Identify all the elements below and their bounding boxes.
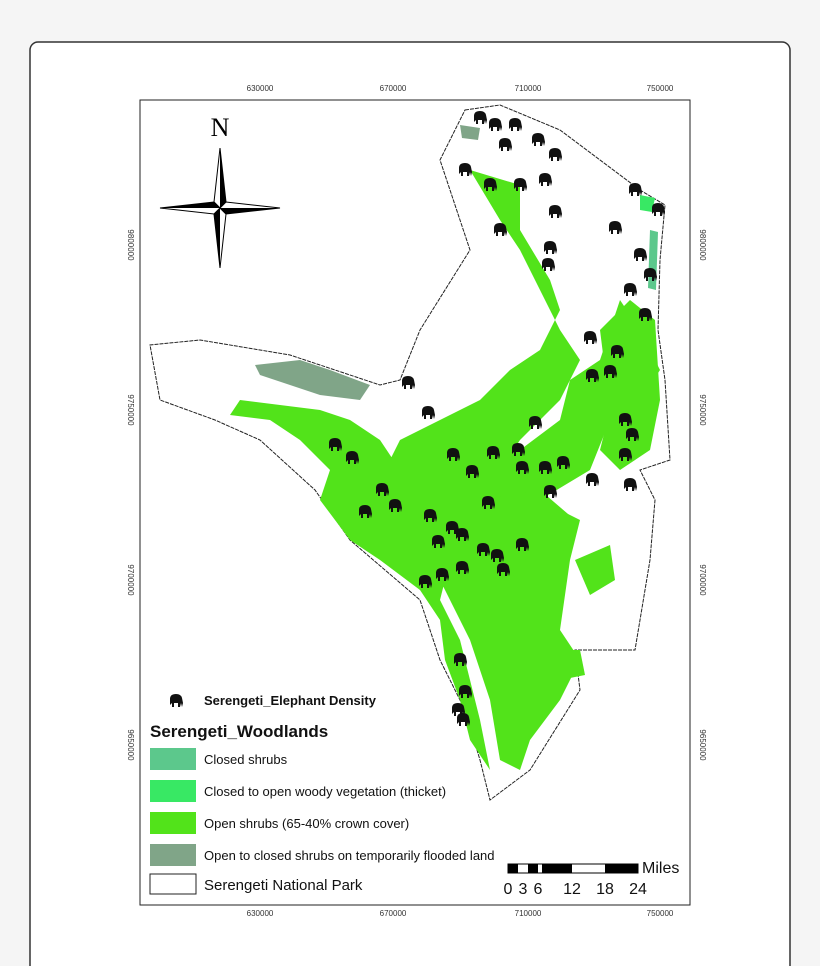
legend-swatch — [150, 780, 196, 802]
x-tick-label: 670000 — [380, 909, 407, 918]
open-shrubs-region — [600, 300, 660, 470]
y-tick-label: 9650000 — [698, 729, 707, 761]
scale-label: 12 — [563, 881, 581, 898]
scale-bar — [507, 863, 639, 874]
x-tick-label: 750000 — [647, 909, 674, 918]
open-shrubs-region — [575, 545, 615, 595]
compass-label: N — [211, 113, 230, 142]
y-tick-label: 9800000 — [126, 229, 135, 261]
legend-title: Serengeti_Woodlands — [150, 722, 328, 741]
scale-label: 3 — [519, 881, 528, 898]
y-tick-label: 9700000 — [698, 564, 707, 596]
y-tick-label: 9800000 — [698, 229, 707, 261]
flooded-shrubs-region — [460, 125, 480, 140]
y-tick-label: 9650000 — [126, 729, 135, 761]
scale-label: 18 — [596, 881, 614, 898]
y-tick-label: 9750000 — [698, 394, 707, 426]
legend-swatch — [150, 812, 196, 834]
legend-label: Closed shrubs — [204, 752, 288, 767]
y-tick-label: 9700000 — [126, 564, 135, 596]
x-tick-label: 630000 — [247, 84, 274, 93]
legend-swatch — [150, 844, 196, 866]
legend-label: Open shrubs (65-40% crown cover) — [204, 816, 409, 831]
y-tick-label: 9750000 — [126, 394, 135, 426]
scale-label: 0 — [504, 881, 513, 898]
legend-swatch — [150, 748, 196, 770]
x-tick-label: 750000 — [647, 84, 674, 93]
boundary-swatch — [149, 873, 197, 895]
boundary-label: Serengeti National Park — [204, 877, 363, 894]
flooded-shrubs-region — [255, 360, 370, 400]
map-frame — [139, 99, 691, 906]
north-arrow — [159, 147, 281, 269]
scale-unit: Miles — [642, 860, 679, 877]
point-layer-label: Serengeti_Elephant Density — [204, 693, 377, 708]
scale-label: 6 — [534, 881, 543, 898]
legend-label: Open to closed shrubs on temporarily flo… — [204, 848, 495, 863]
legend-label: Closed to open woody vegetation (thicket… — [204, 784, 446, 799]
open-shrubs-region — [230, 170, 660, 770]
x-tick-label: 630000 — [247, 909, 274, 918]
open-shrubs-region — [540, 650, 585, 680]
scale-label: 24 — [629, 881, 647, 898]
x-tick-label: 670000 — [380, 84, 407, 93]
x-tick-label: 710000 — [515, 84, 542, 93]
thicket-region — [640, 195, 655, 212]
x-tick-label: 710000 — [515, 909, 542, 918]
